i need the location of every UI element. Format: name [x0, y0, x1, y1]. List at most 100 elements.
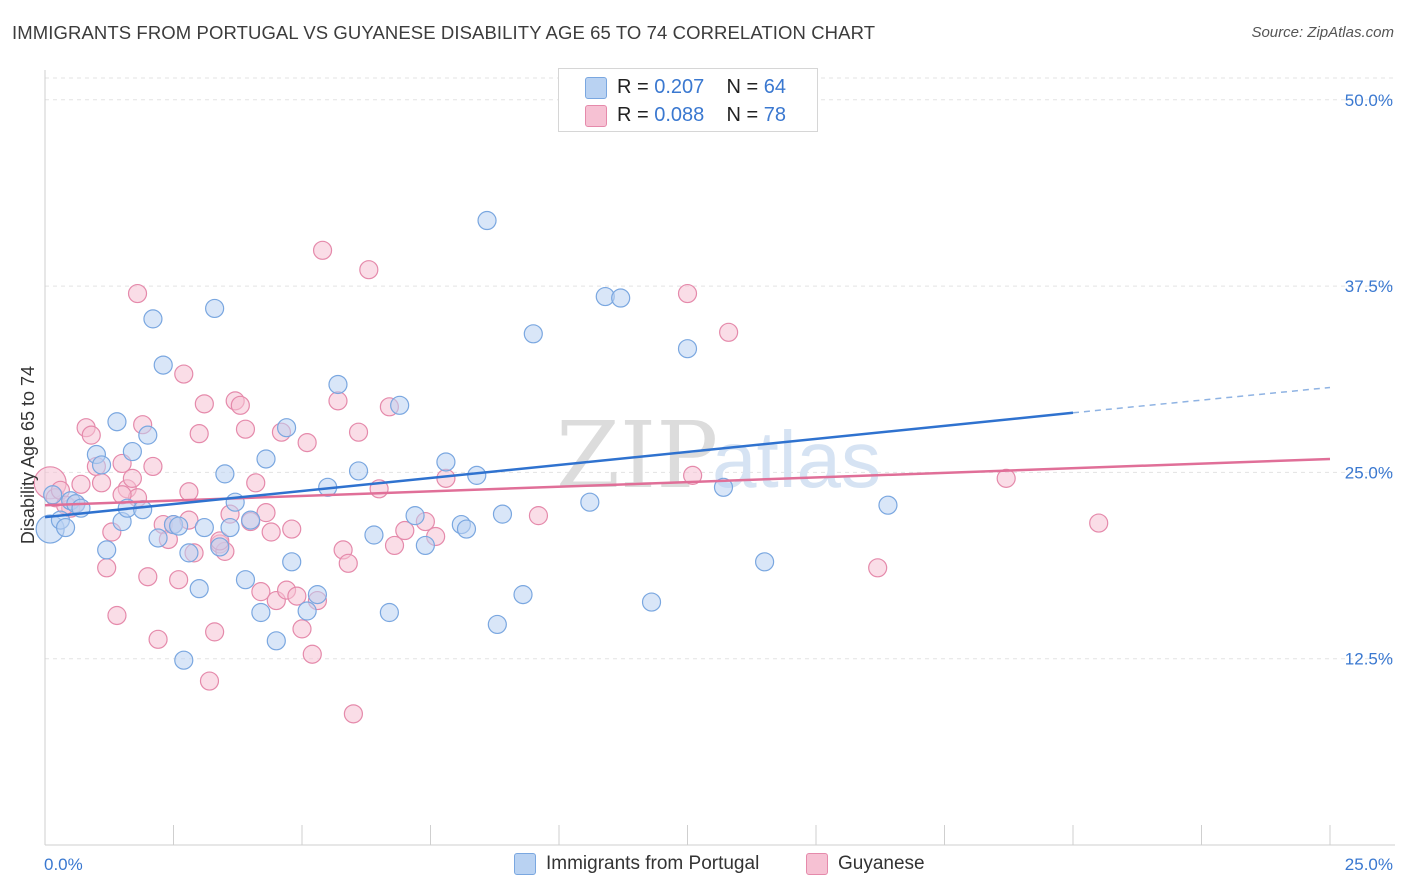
- portugal-point: [256, 449, 276, 469]
- guyanese-point: [328, 391, 348, 411]
- guyanese-trend-line: [44, 457, 1331, 507]
- guyanese-point: [384, 535, 405, 556]
- portugal-point: [122, 441, 142, 462]
- portugal-point: [179, 543, 199, 563]
- legend-swatch-blue: [514, 853, 536, 875]
- guyanese-point: [81, 425, 101, 445]
- portugal-point: [235, 570, 256, 590]
- portugal-point: [276, 418, 297, 438]
- guyanese-point: [235, 419, 256, 439]
- x-tick-label: 0.0%: [44, 855, 83, 874]
- portugal-point: [487, 614, 507, 635]
- portugal-point: [580, 492, 600, 512]
- guyanese-point: [312, 240, 333, 260]
- guyanese-point: [199, 671, 220, 691]
- guyanese-point: [719, 322, 739, 342]
- guyanese-point: [395, 520, 415, 541]
- guyanese-point: [138, 567, 158, 587]
- guyanese-point: [143, 456, 163, 477]
- legend-n-label: N =: [726, 76, 764, 98]
- y-tick-label: 12.5%: [1345, 650, 1393, 669]
- guyanese-point: [230, 395, 250, 415]
- guyanese-point: [282, 519, 302, 539]
- portugal-point: [390, 395, 410, 415]
- legend-swatch-pink: [585, 105, 607, 127]
- legend-label-portugal: Immigrants from Portugal: [546, 853, 760, 874]
- portugal-point: [169, 516, 189, 536]
- guyanese-point: [292, 619, 312, 639]
- portugal-point: [91, 455, 112, 475]
- y-tick-label: 50.0%: [1345, 91, 1393, 110]
- tick-labels: 12.5% 25.0% 37.5% 50.0% 0.0% 25.0%: [44, 91, 1393, 874]
- portugal-point: [107, 412, 127, 432]
- guyanese-point: [97, 558, 117, 578]
- portugal-point: [713, 477, 734, 497]
- guyanese-point: [179, 482, 199, 502]
- guyanese-point: [302, 644, 322, 664]
- guyanese-point: [246, 473, 266, 493]
- legend-n-value: 64: [763, 76, 787, 98]
- portugal-point: [97, 540, 117, 560]
- portugal-point: [754, 552, 775, 572]
- portugal-trend-line: [44, 411, 1074, 519]
- portugal-point: [348, 461, 369, 481]
- portugal-point: [405, 506, 425, 526]
- guyanese-point: [148, 629, 168, 649]
- guyanese-point: [107, 605, 127, 626]
- y-tick-label: 37.5%: [1345, 277, 1393, 296]
- portugal-point: [215, 464, 235, 484]
- legend-r-value: 0.207: [654, 76, 705, 98]
- portugal-point: [133, 500, 153, 520]
- portugal-trend-extension: [1072, 386, 1331, 414]
- x-tick-label: 25.0%: [1345, 855, 1393, 874]
- portugal-point: [456, 519, 477, 539]
- portugal-point: [241, 510, 261, 530]
- trend-lines: [44, 386, 1331, 519]
- guyanese-point: [189, 424, 209, 444]
- portugal-point: [467, 465, 487, 485]
- portugal-point: [225, 492, 245, 512]
- source-credit: Source: ZipAtlas.com: [1251, 24, 1394, 41]
- portugal-point: [492, 504, 513, 524]
- chart-title: IMMIGRANTS FROM PORTUGAL VS GUYANESE DIS…: [12, 22, 876, 43]
- guyanese-point: [343, 704, 363, 724]
- legend-r-label: R =: [617, 76, 655, 98]
- legend-n-value: 78: [763, 104, 787, 126]
- legend-r-value: 0.088: [654, 104, 705, 126]
- guyanese-point: [256, 503, 276, 523]
- portugal-point: [436, 452, 456, 472]
- legend-label-guyanese: Guyanese: [838, 853, 925, 874]
- legend-r-label: R =: [617, 104, 655, 126]
- guyanese-point: [261, 522, 281, 542]
- portugal-point: [205, 298, 225, 319]
- guyanese-point: [528, 506, 549, 526]
- portugal-point: [415, 535, 435, 556]
- guyanese-point: [205, 622, 225, 642]
- watermark: ZIP atlas: [556, 402, 881, 509]
- guyanese-point: [297, 432, 317, 453]
- legend-swatch-pink: [806, 853, 828, 875]
- legend-swatch-blue: [585, 77, 607, 99]
- axes: [44, 70, 1395, 846]
- portugal-point: [641, 592, 662, 612]
- portugal-point: [153, 355, 173, 375]
- portugal-point: [148, 528, 168, 548]
- guyanese-point: [996, 468, 1016, 488]
- portugal-point: [364, 525, 384, 545]
- guyanese-point: [683, 465, 703, 485]
- portugal-point: [513, 585, 533, 605]
- portugal-points: [35, 210, 898, 670]
- guyanese-point: [174, 364, 194, 384]
- guyanese-point: [91, 473, 112, 493]
- portugal-point: [611, 288, 631, 308]
- guyanese-point: [71, 474, 91, 494]
- portugal-point: [297, 601, 317, 621]
- portugal-point: [282, 552, 302, 572]
- guyanese-point: [169, 570, 189, 590]
- guyanese-points: [33, 240, 1109, 724]
- portugal-point: [307, 585, 328, 605]
- portugal-point: [194, 517, 214, 538]
- guyanese-point: [868, 558, 888, 578]
- guyanese-point: [677, 283, 698, 304]
